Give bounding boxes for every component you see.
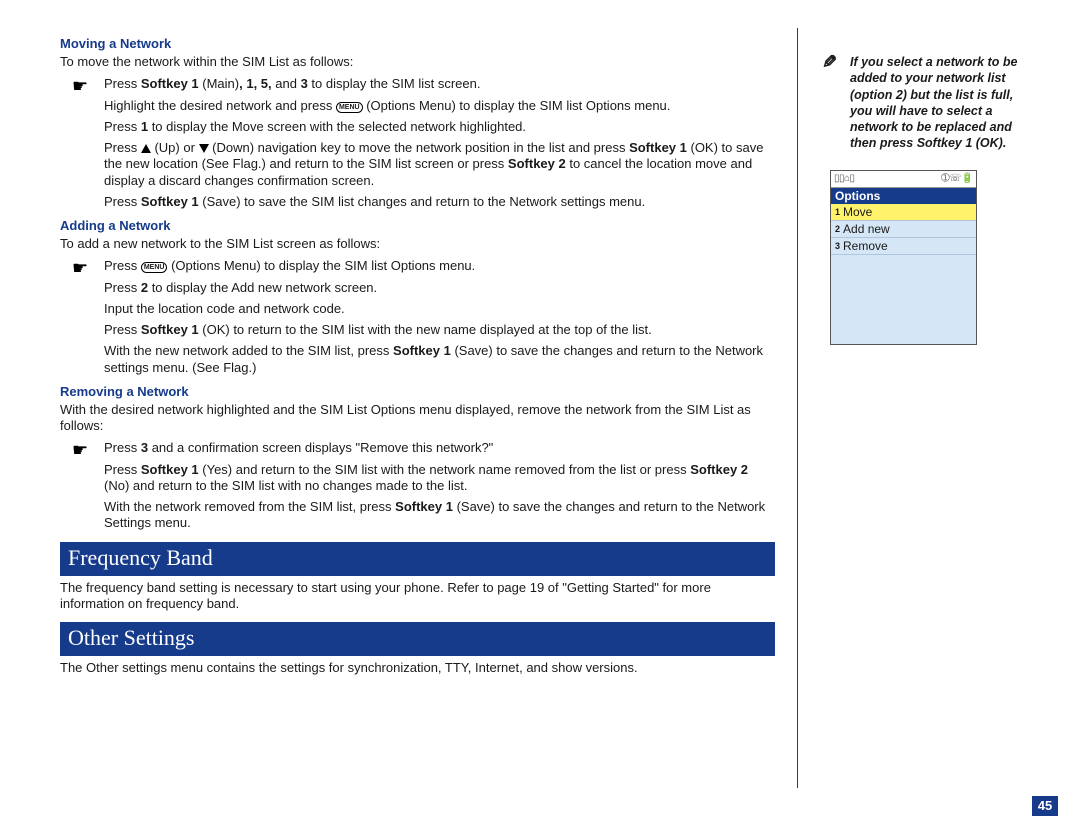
steps-removing: Press 3 and a confirmation screen displa… bbox=[60, 440, 775, 531]
heading-moving: Moving a Network bbox=[60, 36, 775, 51]
steps-moving: Press Softkey 1 (Main), 1, 5, and 3 to d… bbox=[60, 76, 775, 210]
step-item: Press (Up) or (Down) navigation key to m… bbox=[60, 140, 775, 189]
phone-menu-body: 1Move2Add new3Remove bbox=[831, 204, 976, 344]
step-item: Input the location code and network code… bbox=[60, 301, 775, 317]
intro-adding: To add a new network to the SIM List scr… bbox=[60, 236, 775, 252]
phone-screenshot: ▯▯⌂▯ ➀☏🔋 Options 1Move2Add new3Remove bbox=[830, 170, 977, 345]
phone-title: Options bbox=[831, 188, 976, 204]
status-left-icons: ▯▯⌂▯ bbox=[834, 173, 855, 184]
step-item: Press 2 to display the Add new network s… bbox=[60, 280, 775, 296]
step-item: Press MENU (Options Menu) to display the… bbox=[60, 258, 775, 274]
step-item: Press Softkey 1 (Main), 1, 5, and 3 to d… bbox=[60, 76, 775, 92]
main-column: Moving a Network To move the network wit… bbox=[60, 28, 775, 800]
step-item: Press Softkey 1 (Save) to save the SIM l… bbox=[60, 194, 775, 210]
steps-adding: Press MENU (Options Menu) to display the… bbox=[60, 258, 775, 376]
section-bar-frequency: Frequency Band bbox=[60, 542, 775, 576]
phone-status-bar: ▯▯⌂▯ ➀☏🔋 bbox=[831, 171, 976, 188]
step-item: Press 1 to display the Move screen with … bbox=[60, 119, 775, 135]
step-item: Press Softkey 1 (OK) to return to the SI… bbox=[60, 322, 775, 338]
step-item: Highlight the desired network and press … bbox=[60, 98, 775, 114]
step-item: With the network removed from the SIM li… bbox=[60, 499, 775, 532]
status-right-icons: ➀☏🔋 bbox=[941, 173, 973, 184]
document-page: Moving a Network To move the network wit… bbox=[0, 0, 1080, 800]
flag-note: If you select a network to be added to y… bbox=[820, 54, 1030, 152]
intro-removing: With the desired network highlighted and… bbox=[60, 402, 775, 435]
step-item: With the new network added to the SIM li… bbox=[60, 343, 775, 376]
step-item: Press 3 and a confirmation screen displa… bbox=[60, 440, 775, 456]
phone-menu-item: 2Add new bbox=[831, 221, 976, 238]
step-item: Press Softkey 1 (Yes) and return to the … bbox=[60, 462, 775, 495]
text-other: The Other settings menu contains the set… bbox=[60, 660, 775, 676]
intro-moving: To move the network within the SIM List … bbox=[60, 54, 775, 70]
page-number: 45 bbox=[1032, 796, 1058, 816]
heading-removing: Removing a Network bbox=[60, 384, 775, 399]
section-bar-other: Other Settings bbox=[60, 622, 775, 656]
side-column: If you select a network to be added to y… bbox=[820, 28, 1030, 800]
heading-adding: Adding a Network bbox=[60, 218, 775, 233]
text-frequency: The frequency band setting is necessary … bbox=[60, 580, 775, 613]
vertical-divider bbox=[797, 28, 798, 788]
phone-menu-item: 1Move bbox=[831, 204, 976, 221]
phone-menu-item: 3Remove bbox=[831, 238, 976, 255]
